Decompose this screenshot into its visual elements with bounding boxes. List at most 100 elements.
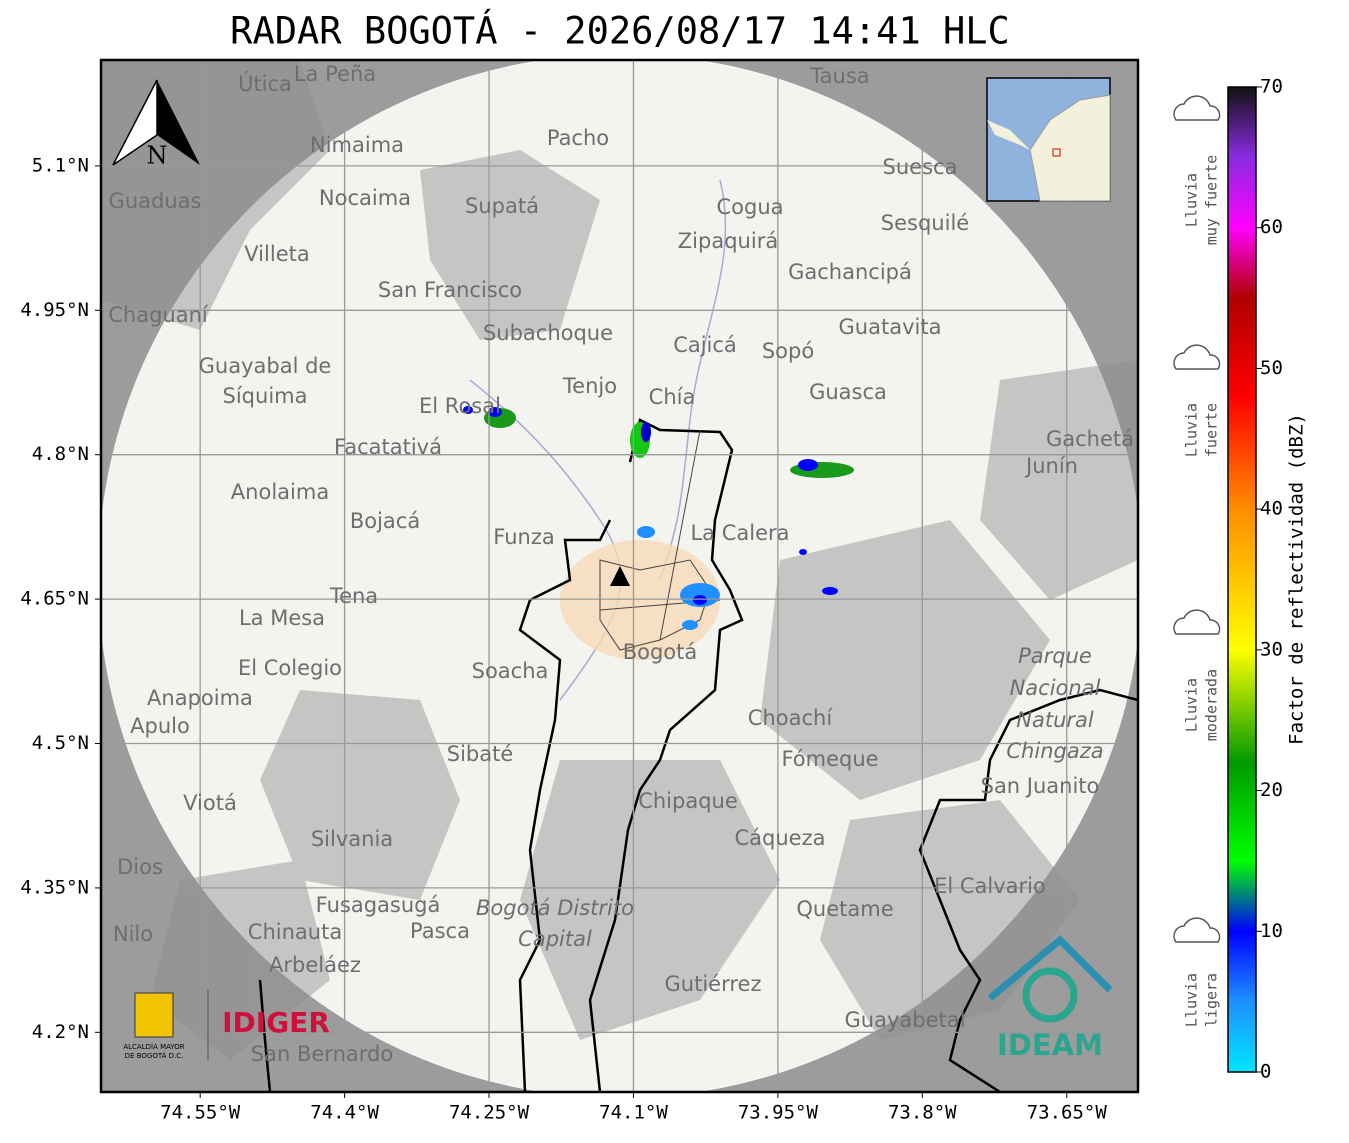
place-label: Nimaima [310,133,404,157]
colorbar [1227,86,1257,1073]
map-frame [99,58,1140,1094]
place-label: Choachí [748,706,834,730]
place-label: Guayabal de [199,354,332,378]
place-label: Bojacá [350,509,420,533]
place-label: Fómeque [781,747,878,771]
place-label: Nilo [113,922,153,946]
y-tick-label: 4.95°N [20,299,89,321]
place-label: Chingaza [1006,739,1103,763]
colorbar-tick-label: 60 [1260,216,1283,238]
place-label: Cáqueza [735,826,826,850]
place-label: Natural [1016,708,1094,732]
place-label: Chinauta [248,920,342,944]
place-label: San Bernardo [251,1042,393,1066]
colorbar-tick-label: 10 [1260,920,1283,942]
place-label: Nocaima [319,186,411,210]
place-label: El Calvario [934,874,1046,898]
rain-level-label: Lluvia [1183,173,1201,227]
place-label: Síquima [223,384,308,408]
place-label: Guatavita [839,315,942,339]
place-label: Bogotá Distrito [476,896,634,920]
place-label: Villeta [244,242,309,266]
radar-echoes [463,406,854,630]
y-tick-label: 4.8°N [32,443,89,465]
place-label: Apulo [130,714,190,738]
logo-text: IDEAM [997,1028,1103,1062]
place-label: Tausa [809,64,869,88]
place-label: Gachancipá [788,260,912,284]
title: RADAR BOGOTÁ - 2026/08/17 14:41 HLC [230,9,1010,53]
place-label: Facatativá [334,435,442,459]
place-label: Dios [117,855,163,879]
y-tick-label: 4.5°N [32,732,89,754]
place-label: Capital [518,927,592,951]
grid [101,60,1138,1092]
y-tick-label: 5.1°N [32,154,89,176]
place-label: Pasca [410,919,470,943]
place-label: Gutiérrez [665,972,762,996]
place-label: Quetame [796,897,893,921]
colorbar-tick-label: 40 [1260,498,1283,520]
colorbar-tick-label: 30 [1260,638,1283,660]
place-label: Tenjo [562,374,617,398]
place-label: La Peña [294,62,376,86]
place-label: Chaguaní [108,303,209,327]
colorbar-tick-label: 70 [1260,76,1283,98]
rain-level-label: moderada [1203,669,1221,741]
place-label: Arbeláez [269,953,361,977]
rain-level-label: Lluvia [1183,403,1201,457]
place-label: Sopó [762,339,814,363]
place-label: El Colegio [238,656,342,680]
logo-text: ALCALDÍA MAYOR [123,1042,184,1051]
place-label: Pacho [547,126,609,150]
place-label: Chipaque [638,789,738,813]
place-label: Tena [329,584,378,608]
colorbar-tick-label: 20 [1260,779,1283,801]
place-label: Viotá [183,791,237,815]
x-tick-label: 74.4°W [310,1102,379,1124]
place-label: Funza [493,525,554,549]
rain-level: Lluvia muy fuerte [1173,95,1221,245]
place-label: Sibaté [447,742,514,766]
rain-level: Lluvia fuerte [1173,344,1221,457]
x-tick-label: 73.65°W [1027,1102,1108,1124]
place-label: Útica [238,71,292,96]
place-label: Fusagasugá [316,893,441,917]
place-label: Zipaquirá [678,229,778,253]
colorbar-tick-label: 50 [1260,357,1283,379]
logo-text: DE BOGOTÁ D.C. [125,1051,184,1060]
place-label: Soacha [472,659,549,683]
rain-level: Lluvia ligera [1173,917,1221,1027]
x-tick-label: 73.8°W [888,1102,957,1124]
place-label: Silvania [311,827,393,851]
place-label: San Juanito [981,774,1100,798]
place-label: Suesca [883,155,958,179]
north-arrow: N [112,79,200,170]
rain-level-label: ligera [1203,973,1221,1027]
inset-map [986,77,1111,202]
rain-icon [1173,917,1221,943]
place-label: Anolaima [231,480,329,504]
rain-level-label: Lluvia [1183,973,1201,1027]
y-tick-label: 4.35°N [20,876,89,898]
place-label: Anapoima [147,686,253,710]
colorbar-tick-label: 0 [1260,1061,1271,1083]
place-label: La Calera [690,521,789,545]
rain-icon [1173,95,1221,121]
x-tick-label: 74.25°W [449,1102,530,1124]
place-label: Cajicá [673,333,737,357]
place-label: Nacional [1010,676,1101,700]
colorbar-label: Factor de reflectividad (dBZ) [1286,413,1308,745]
y-tick-label: 4.65°N [20,588,89,610]
place-label: Guasca [809,380,887,404]
rain-icon [1173,344,1221,370]
north-label: N [147,142,168,170]
place-label: Parque [1018,644,1092,668]
place-label: Bogotá [623,640,698,664]
rain-level: Lluvia moderada [1173,609,1221,741]
x-tick-label: 74.55°W [160,1102,241,1124]
place-label: Guayabetal [845,1008,966,1032]
place-label: Gachetá [1046,427,1134,451]
